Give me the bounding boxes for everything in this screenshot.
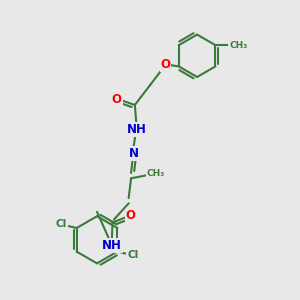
Text: CH₃: CH₃ (229, 41, 247, 50)
Text: CH₃: CH₃ (147, 169, 165, 178)
Text: NH: NH (102, 239, 122, 252)
Text: Cl: Cl (127, 250, 138, 260)
Text: NH: NH (126, 123, 146, 136)
Text: O: O (126, 209, 136, 223)
Text: O: O (160, 58, 170, 71)
Text: N: N (128, 147, 138, 160)
Text: O: O (112, 93, 122, 106)
Text: Cl: Cl (56, 220, 67, 230)
